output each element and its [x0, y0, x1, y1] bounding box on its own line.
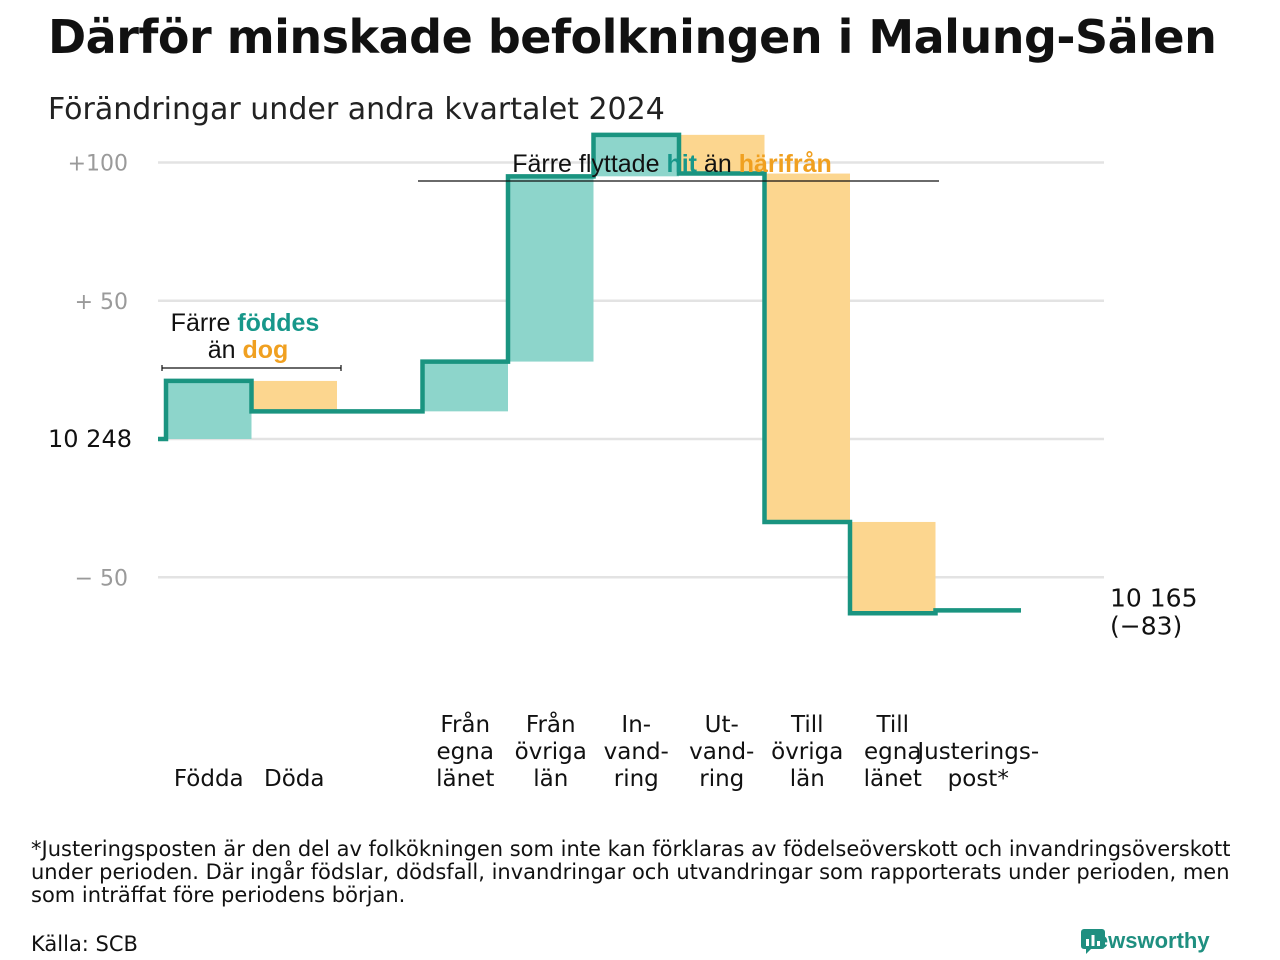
end-value-label: 10 165: [1110, 583, 1197, 612]
category-label: län: [533, 766, 568, 792]
chart-subtitle: Förändringar under andra kvartalet 2024: [48, 92, 665, 127]
y-tick-label: − 50: [75, 566, 128, 591]
start-value-label: 10 248: [48, 425, 132, 453]
annotation-word: dog: [242, 336, 288, 364]
annotation-word: Färre flyttade: [512, 150, 666, 178]
category-label: ring: [699, 766, 744, 792]
category-label: egna: [437, 739, 494, 765]
category-label: Till: [875, 712, 909, 738]
category-label: In-: [621, 712, 651, 738]
bar-negative: [251, 380, 337, 412]
bar-positive: [593, 134, 679, 177]
source-label: Källa: SCB: [31, 932, 138, 956]
category-label: övriga: [771, 739, 843, 765]
cumulative-step-line: [158, 132, 1021, 616]
annotation-births-line2: än dog: [208, 336, 289, 364]
category-label: vand-: [689, 739, 754, 765]
bar-positive: [166, 380, 252, 439]
category-label: Från: [526, 710, 576, 738]
category-label: länet: [436, 766, 494, 792]
bar-positive: [422, 361, 508, 412]
category-label: länet: [864, 766, 922, 792]
bar-negative: [764, 173, 850, 522]
bar-negative: [850, 521, 936, 614]
y-tick-label: +100: [68, 152, 128, 177]
category-label: län: [790, 766, 825, 792]
category-label: post*: [948, 766, 1009, 792]
y-tick-label: + 50: [75, 290, 128, 315]
category-label: övriga: [515, 739, 587, 765]
end-change-label: (−83): [1110, 611, 1182, 640]
category-label: egna: [864, 739, 921, 765]
annotation-word: härifrån: [739, 150, 832, 178]
annotation-word: hit: [666, 150, 697, 178]
annotation-births-line1: Färre föddes: [171, 309, 320, 337]
footnote: *Justeringsposten är den del av folkökni…: [31, 837, 1231, 907]
category-label: Ut-: [705, 712, 739, 738]
category-label: Justerings-: [915, 739, 1039, 765]
category-label: Till: [790, 712, 824, 738]
category-label: Döda: [264, 766, 324, 792]
bar-positive: [508, 176, 594, 362]
newsworthy-icon: [1081, 929, 1105, 954]
annotation-word: än: [697, 150, 739, 178]
annotation-moves: Färre flyttade hit än härifrån: [512, 150, 832, 178]
annotation-word: än: [208, 336, 243, 364]
bar-negative: [679, 134, 765, 174]
category-label: Födda: [174, 766, 244, 792]
annotation-word: föddes: [237, 309, 319, 337]
category-label: ring: [614, 766, 659, 792]
category-label: Från: [440, 710, 490, 738]
annotation-word: Färre: [171, 309, 238, 337]
category-label: vand-: [604, 739, 669, 765]
brand-logo: Newsworthy: [1080, 928, 1210, 954]
chart-title: Därför minskade befolkningen i Malung-Sä…: [48, 10, 1217, 64]
